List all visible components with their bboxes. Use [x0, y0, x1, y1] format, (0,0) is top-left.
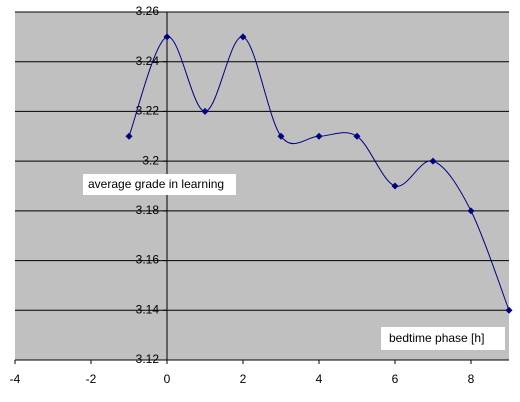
- x-tick-label: 0: [164, 372, 171, 386]
- marker: [125, 132, 133, 140]
- x-tick-label: 2: [240, 372, 247, 386]
- y-axis-label: average grade in learning: [88, 177, 224, 191]
- marker: [467, 207, 475, 215]
- y-tick-label: 3.22: [136, 104, 160, 118]
- y-tick-label: 3.16: [136, 253, 160, 267]
- x-label-box: [381, 327, 505, 350]
- line: [128, 36, 510, 311]
- marker: [201, 107, 209, 115]
- y-tick-label: 3.2: [142, 153, 159, 167]
- y-label-box: [83, 174, 236, 195]
- y-tick-label: 3.24: [136, 54, 160, 68]
- y-tick-label: 3.12: [136, 352, 160, 366]
- x-tick-label: -4: [10, 372, 21, 386]
- marker: [505, 306, 513, 314]
- marker: [277, 132, 285, 140]
- y-tick-label: 3.18: [136, 203, 160, 217]
- x-tick-label: 6: [392, 372, 399, 386]
- x-tick-label: 4: [316, 372, 323, 386]
- marker: [429, 157, 437, 165]
- marker: [391, 182, 399, 190]
- marker: [353, 132, 361, 140]
- x-tick-label: -2: [86, 372, 97, 386]
- marker: [163, 33, 171, 41]
- y-tick-label: 3.14: [136, 302, 160, 316]
- marker: [315, 132, 323, 140]
- y-tick-label: 3.26: [136, 4, 160, 18]
- x-axis-label: bedtime phase [h]: [389, 331, 484, 345]
- x-tick-label: 8: [468, 372, 475, 386]
- marker: [239, 33, 247, 41]
